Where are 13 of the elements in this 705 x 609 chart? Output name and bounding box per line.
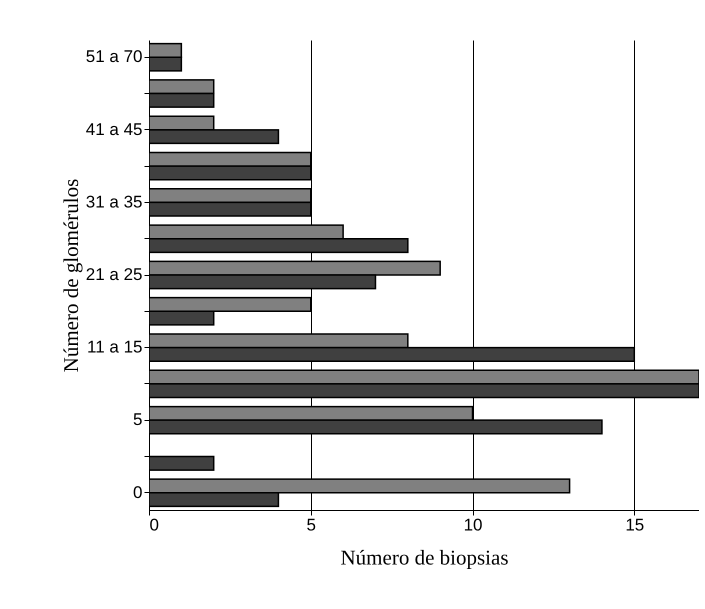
y-tick-label: 31 a 35 [86, 192, 142, 212]
x-tick-label: 5 [306, 516, 316, 534]
y-tick-label: 21 a 25 [86, 265, 142, 284]
x-tick-label: 15 [625, 516, 644, 534]
x-tick-label: 0 [150, 516, 159, 534]
x-axis-title: Número de biopsias [340, 546, 508, 570]
y-tick-label: 41 a 45 [86, 120, 142, 139]
y-tick-label: 51 a 70 [86, 47, 142, 66]
y-tick-label: 11 a 15 [87, 338, 142, 357]
y-tick-label: 5 [133, 410, 142, 430]
x-tick-label: 10 [464, 516, 482, 534]
y-tick-label: 0 [133, 482, 142, 502]
y-axis-title: Número de glomérulos [58, 178, 83, 372]
